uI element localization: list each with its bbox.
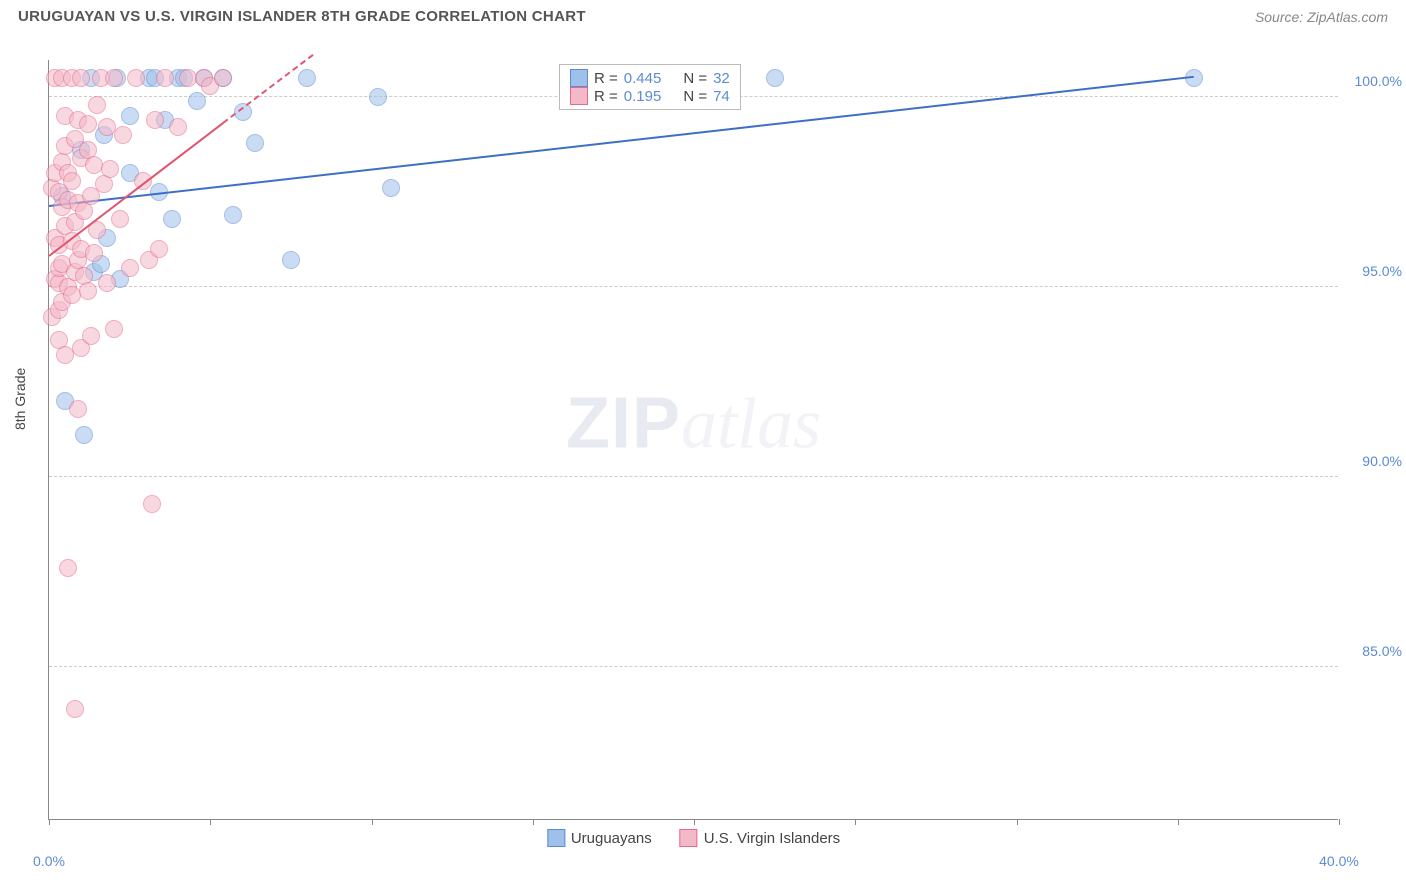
data-point xyxy=(82,327,100,345)
data-point xyxy=(169,118,187,136)
legend-swatch xyxy=(547,829,565,847)
x-tick xyxy=(49,819,50,825)
data-point xyxy=(75,426,93,444)
y-tick-label: 100.0% xyxy=(1355,73,1402,89)
stats-row: R = 0.195N = 74 xyxy=(570,87,730,105)
data-point xyxy=(214,69,232,87)
data-point xyxy=(72,69,90,87)
y-tick-label: 95.0% xyxy=(1362,263,1402,279)
x-tick xyxy=(210,819,211,825)
watermark: ZIPatlas xyxy=(566,383,821,466)
data-point xyxy=(282,251,300,269)
data-point xyxy=(146,111,164,129)
legend-item: U.S. Virgin Islanders xyxy=(680,829,840,847)
data-point xyxy=(246,134,264,152)
scatter-chart: ZIPatlas UruguayansU.S. Virgin Islanders… xyxy=(48,60,1338,820)
data-point xyxy=(188,92,206,110)
data-point xyxy=(382,179,400,197)
x-tick-label: 40.0% xyxy=(1319,853,1359,869)
x-tick xyxy=(1017,819,1018,825)
data-point xyxy=(66,700,84,718)
trend-line-ext xyxy=(223,53,315,123)
data-point xyxy=(63,172,81,190)
stats-row: R = 0.445N = 32 xyxy=(570,69,730,87)
x-tick xyxy=(1178,819,1179,825)
data-point xyxy=(85,244,103,262)
stats-legend: R = 0.445N = 32R = 0.195N = 74 xyxy=(559,64,741,110)
data-point xyxy=(79,115,97,133)
y-axis-label: 8th Grade xyxy=(12,368,28,430)
data-point xyxy=(766,69,784,87)
data-point xyxy=(143,495,161,513)
legend-item: Uruguayans xyxy=(547,829,652,847)
gridline xyxy=(49,476,1338,477)
data-point xyxy=(163,210,181,228)
x-tick-label: 0.0% xyxy=(33,853,65,869)
data-point xyxy=(105,320,123,338)
legend-swatch xyxy=(570,69,588,87)
x-tick xyxy=(694,819,695,825)
y-tick-label: 90.0% xyxy=(1362,453,1402,469)
x-tick xyxy=(1339,819,1340,825)
source-label: Source: ZipAtlas.com xyxy=(1255,9,1388,25)
gridline xyxy=(49,666,1338,667)
data-point xyxy=(369,88,387,106)
legend-swatch xyxy=(570,87,588,105)
x-tick xyxy=(855,819,856,825)
data-point xyxy=(114,126,132,144)
data-point xyxy=(59,559,77,577)
y-tick-label: 85.0% xyxy=(1362,643,1402,659)
data-point xyxy=(127,69,145,87)
data-point xyxy=(85,156,103,174)
legend-swatch xyxy=(680,829,698,847)
data-point xyxy=(69,400,87,418)
data-point xyxy=(156,69,174,87)
data-point xyxy=(121,259,139,277)
data-point xyxy=(98,274,116,292)
data-point xyxy=(88,96,106,114)
data-point xyxy=(150,240,168,258)
data-point xyxy=(101,160,119,178)
x-tick xyxy=(372,819,373,825)
data-point xyxy=(224,206,242,224)
chart-title: URUGUAYAN VS U.S. VIRGIN ISLANDER 8TH GR… xyxy=(18,8,586,25)
data-point xyxy=(298,69,316,87)
data-point xyxy=(111,210,129,228)
x-tick xyxy=(533,819,534,825)
gridline xyxy=(49,286,1338,287)
legend: Uruguayans U.S. Virgin Islanders xyxy=(547,829,840,847)
data-point xyxy=(105,69,123,87)
data-point xyxy=(79,282,97,300)
data-point xyxy=(121,107,139,125)
